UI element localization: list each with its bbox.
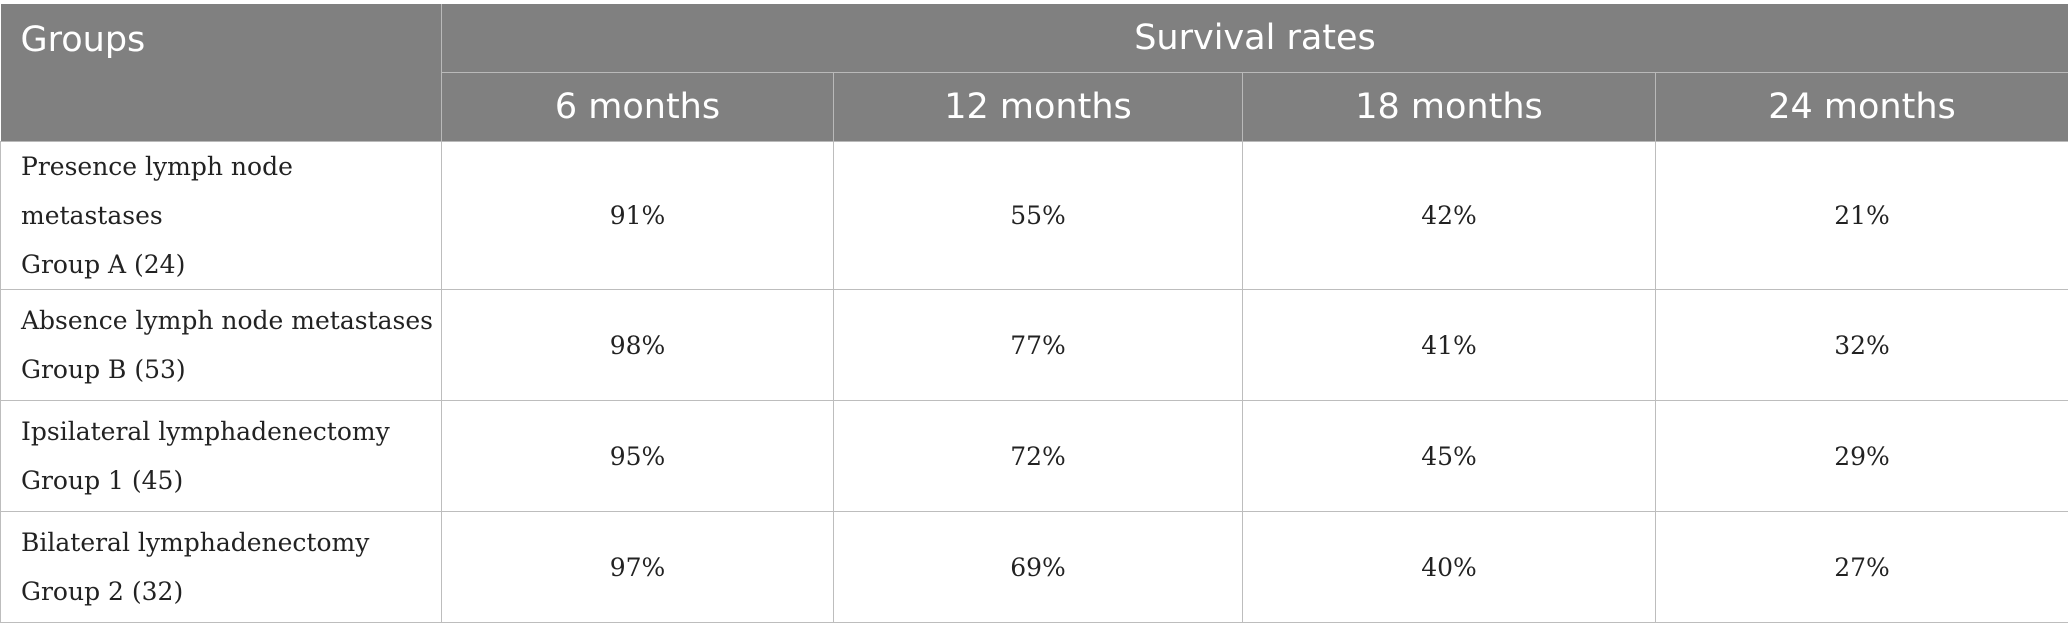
survival-value-12-months: 55%	[834, 142, 1243, 290]
survival-value-18-months: 41%	[1243, 290, 1656, 401]
group-name: Bilateral lymphadenectomy	[21, 518, 441, 567]
group-label-cell: Absence lymph node metastases Group B (5…	[1, 290, 442, 401]
survival-value-24-months: 32%	[1656, 290, 2068, 401]
group-id: Group 2 (32)	[21, 567, 441, 616]
survival-value-6-months: 91%	[442, 142, 834, 290]
survival-value-18-months: 40%	[1243, 512, 1656, 623]
group-id: Group 1 (45)	[21, 456, 441, 505]
table-header: Groups Survival rates 6 months 12 months…	[1, 4, 2068, 142]
survival-value-6-months: 98%	[442, 290, 834, 401]
table-row: Absence lymph node metastases Group B (5…	[1, 290, 2068, 401]
table-row: Presence lymph node metastases Group A (…	[1, 142, 2068, 290]
table-row: Ipsilateral lymphadenectomy Group 1 (45)…	[1, 401, 2068, 512]
survival-value-24-months: 29%	[1656, 401, 2068, 512]
groups-column-header: Groups	[1, 4, 442, 142]
group-name: Presence lymph node metastases	[21, 142, 441, 240]
group-label-cell: Presence lymph node metastases Group A (…	[1, 142, 442, 290]
survival-value-18-months: 42%	[1243, 142, 1656, 290]
group-id: Group B (53)	[21, 345, 441, 394]
survival-value-12-months: 69%	[834, 512, 1243, 623]
period-header-18-months: 18 months	[1243, 73, 1656, 142]
period-header-12-months: 12 months	[834, 73, 1243, 142]
header-row-top: Groups Survival rates	[1, 4, 2068, 73]
survival-value-12-months: 77%	[834, 290, 1243, 401]
survival-value-6-months: 97%	[442, 512, 834, 623]
survival-value-12-months: 72%	[834, 401, 1243, 512]
group-name: Ipsilateral lymphadenectomy	[21, 407, 441, 456]
survival-table-container: Groups Survival rates 6 months 12 months…	[0, 4, 2068, 623]
table-row: Bilateral lymphadenectomy Group 2 (32) 9…	[1, 512, 2068, 623]
survival-table: Groups Survival rates 6 months 12 months…	[0, 4, 2068, 623]
survival-value-24-months: 27%	[1656, 512, 2068, 623]
survival-value-18-months: 45%	[1243, 401, 1656, 512]
group-label-cell: Bilateral lymphadenectomy Group 2 (32)	[1, 512, 442, 623]
survival-rates-header: Survival rates	[442, 4, 2068, 73]
group-name: Absence lymph node metastases	[21, 296, 441, 345]
group-id: Group A (24)	[21, 240, 441, 289]
period-header-24-months: 24 months	[1656, 73, 2068, 142]
survival-value-24-months: 21%	[1656, 142, 2068, 290]
table-body: Presence lymph node metastases Group A (…	[1, 142, 2068, 623]
survival-value-6-months: 95%	[442, 401, 834, 512]
group-label-cell: Ipsilateral lymphadenectomy Group 1 (45)	[1, 401, 442, 512]
period-header-6-months: 6 months	[442, 73, 834, 142]
